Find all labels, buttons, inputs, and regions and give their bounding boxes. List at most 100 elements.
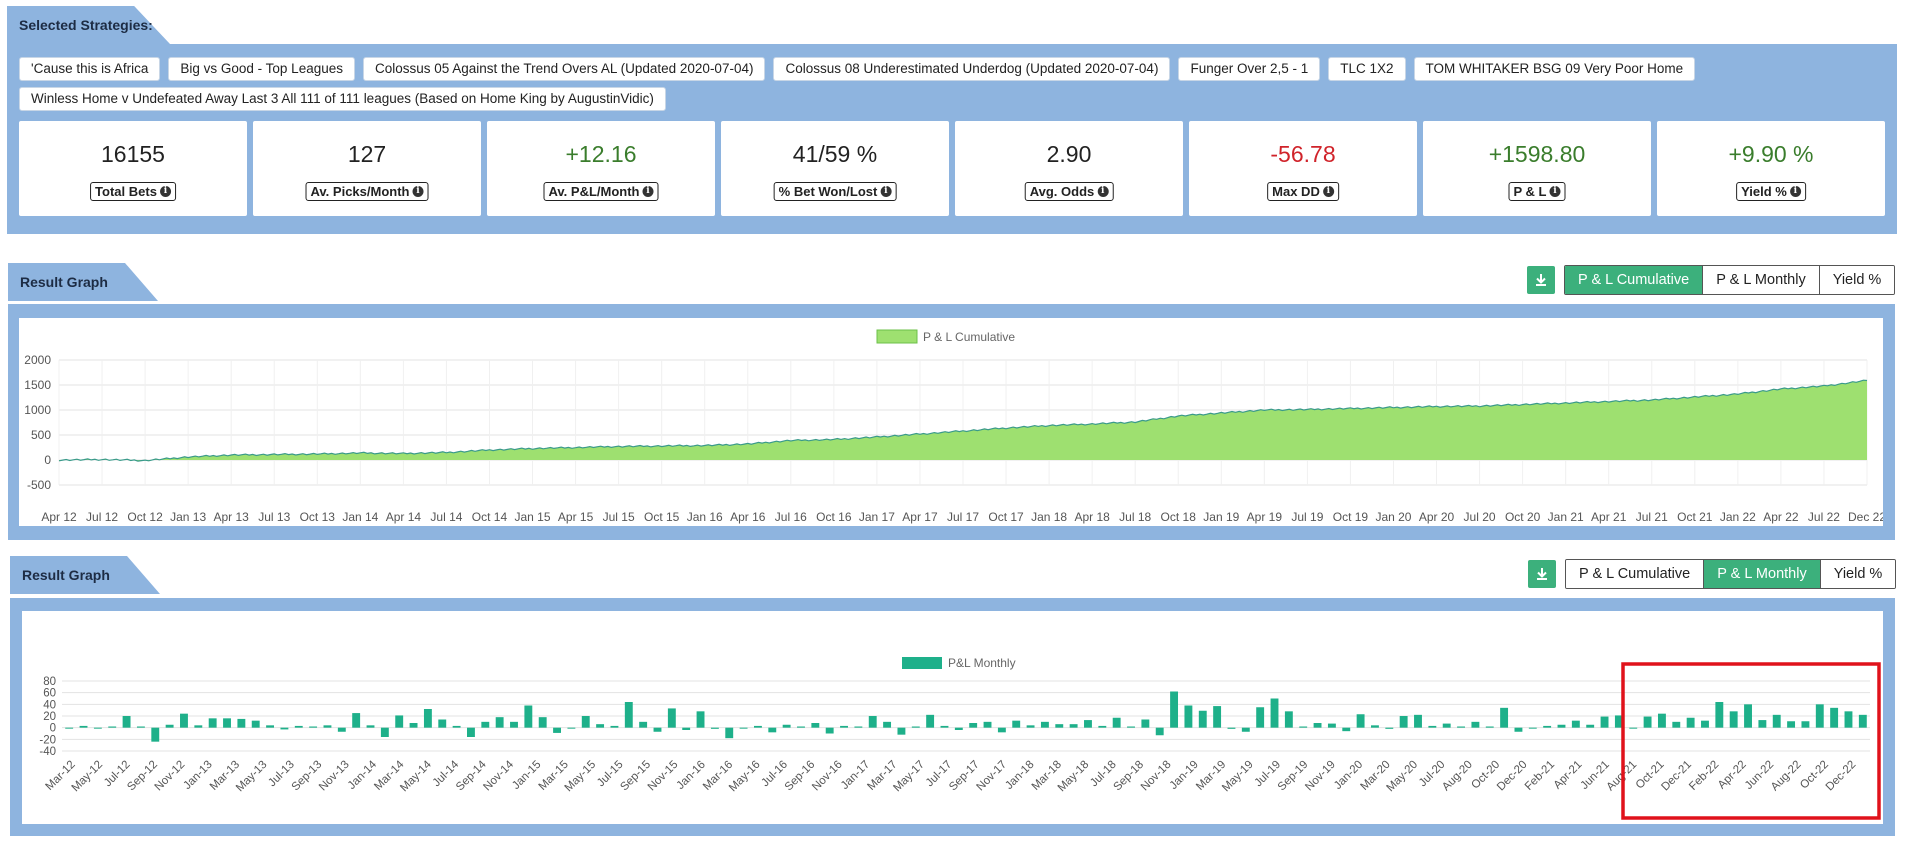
monthly-bar <box>1198 710 1207 728</box>
monthly-bar <box>1127 726 1135 728</box>
monthly-bar <box>897 727 906 735</box>
strategy-chip: TLC 1X2 <box>1328 57 1406 81</box>
monthly-bar <box>409 723 418 728</box>
monthly-bar <box>926 714 935 728</box>
monthly-bar <box>1213 706 1222 728</box>
stat-card: +12.16 Av. P&L/Month i <box>487 121 715 216</box>
monthly-bar <box>1571 720 1580 728</box>
stat-label[interactable]: Max DD i <box>1267 182 1339 201</box>
pl-monthly-button[interactable]: P & L Monthly <box>1702 266 1819 294</box>
monthly-bar <box>1084 720 1092 728</box>
monthly-bar <box>1557 724 1566 728</box>
monthly-bar <box>997 727 1006 733</box>
monthly-bar <box>1672 721 1681 728</box>
stat-value: 16155 <box>101 141 165 167</box>
info-icon[interactable]: i <box>642 186 654 197</box>
monthly-bar <box>122 716 131 728</box>
monthly-bar <box>624 702 633 728</box>
result-graph-title-2: Result Graph <box>22 567 110 583</box>
info-icon[interactable]: i <box>1789 186 1801 197</box>
strategy-chip: Big vs Good - Top Leagues <box>168 57 355 81</box>
download-icon[interactable] <box>1528 560 1556 588</box>
graph2-toolbar: P & L Cumulative P & L Monthly Yield % <box>1528 559 1897 589</box>
stat-label[interactable]: % Bet Won/Lost i <box>773 182 897 201</box>
monthly-bar <box>1155 727 1164 736</box>
stat-label[interactable]: Total Bets i <box>90 182 176 201</box>
monthly-bar <box>969 723 978 728</box>
stat-label[interactable]: Av. P&L/Month i <box>543 182 659 201</box>
monthly-bar <box>596 724 605 728</box>
info-icon[interactable]: i <box>412 186 424 197</box>
stat-label-text: Av. Picks/Month <box>310 184 410 199</box>
x-tick-label: Jan 14 <box>342 510 378 524</box>
x-tick-label: Dec-21 <box>1659 759 1694 794</box>
x-tick-label: Apr 19 <box>1247 510 1283 524</box>
info-icon[interactable]: i <box>1322 186 1334 197</box>
x-tick-label: Jul 22 <box>1808 510 1840 524</box>
cumulative-line <box>58 379 1868 462</box>
x-tick-label: Feb-21 <box>1523 759 1557 793</box>
stat-label-text: Max DD <box>1272 184 1320 199</box>
x-tick-label: Nov-17 <box>975 759 1010 794</box>
monthly-bar <box>940 725 949 728</box>
x-tick-label: May-19 <box>1220 759 1256 795</box>
monthly-bar <box>1830 707 1839 728</box>
pl-cumulative-button[interactable]: P & L Cumulative <box>1565 266 1703 294</box>
monthly-bar <box>108 726 117 728</box>
y-tick-label: 1500 <box>24 378 51 392</box>
monthly-bar <box>1586 724 1595 728</box>
x-tick-label: Jan 16 <box>687 510 723 524</box>
stat-value: 41/59 % <box>792 141 878 167</box>
stat-label-text: Yield % <box>1741 184 1787 199</box>
monthly-bar <box>1112 717 1121 728</box>
monthly-bar <box>553 727 561 733</box>
monthly-bar <box>93 727 102 729</box>
selected-strategies-title: Selected Strategies: <box>19 17 153 33</box>
monthly-bar <box>1815 704 1824 728</box>
info-icon[interactable]: i <box>1549 186 1561 197</box>
monthly-bar <box>337 727 346 732</box>
info-icon[interactable]: i <box>159 186 171 197</box>
stat-value: 2.90 <box>1046 141 1092 167</box>
monthly-bar <box>1629 727 1638 729</box>
monthly-bar <box>151 727 160 742</box>
monthly-bar <box>825 727 834 734</box>
pl-monthly-button[interactable]: P & L Monthly <box>1703 560 1820 588</box>
stat-label[interactable]: Avg. Odds i <box>1024 182 1114 201</box>
monthly-bar <box>1342 727 1351 732</box>
stat-card: 16155 Total Bets i <box>19 121 247 216</box>
info-icon[interactable]: i <box>1097 186 1109 197</box>
strategy-chip: TOM WHITAKER BSG 09 Very Poor Home <box>1413 57 1696 81</box>
y-tick-label: 500 <box>31 428 51 442</box>
x-tick-label: Apr-22 <box>1716 759 1749 792</box>
x-tick-label: Jul 16 <box>775 510 807 524</box>
x-tick-label: Jul 18 <box>1119 510 1151 524</box>
monthly-bar <box>1356 714 1365 728</box>
y-tick-label: 60 <box>43 688 56 700</box>
x-tick-label: Oct 12 <box>127 510 163 524</box>
x-tick-label: Apr 15 <box>558 510 594 524</box>
x-tick-label: Dec-20 <box>1495 759 1530 794</box>
yield-button[interactable]: Yield % <box>1818 266 1895 294</box>
stat-label[interactable]: Av. Picks/Month i <box>305 182 429 201</box>
x-tick-label: Aug-22 <box>1769 759 1804 794</box>
stat-label[interactable]: Yield % i <box>1736 182 1806 201</box>
x-tick-label: Oct 14 <box>472 510 508 524</box>
monthly-bar <box>1399 716 1408 728</box>
monthly-bar <box>467 727 475 737</box>
monthly-bar <box>1270 698 1279 728</box>
pl-cumulative-button[interactable]: P & L Cumulative <box>1566 560 1704 588</box>
x-tick-label: Nov-12 <box>153 759 188 794</box>
monthly-bar <box>1801 721 1810 728</box>
x-tick-label: Jul 14 <box>430 510 462 524</box>
download-icon[interactable] <box>1527 266 1555 294</box>
x-tick-label: May-18 <box>1056 759 1092 795</box>
x-tick-label: Jan 17 <box>859 510 895 524</box>
stat-value: 127 <box>347 141 387 167</box>
yield-button[interactable]: Yield % <box>1819 560 1896 588</box>
monthly-bar <box>1758 720 1767 728</box>
info-icon[interactable]: i <box>880 186 892 197</box>
monthly-bar <box>1772 714 1781 728</box>
monthly-bar <box>495 717 504 728</box>
